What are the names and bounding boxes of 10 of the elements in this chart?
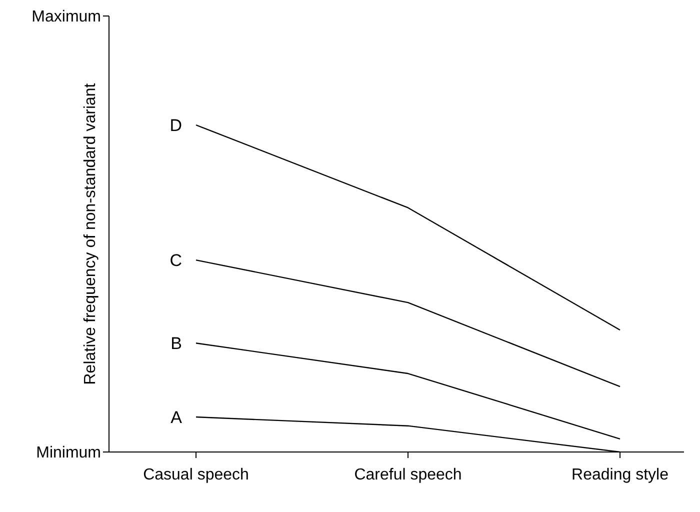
y-axis-title: Relative frequency of non-standard variant [82,82,99,385]
series-label: B [170,334,182,354]
x-tick-label: Careful speech [354,466,462,484]
series-label: C [170,251,182,270]
x-tick-label: Casual speech [143,466,249,484]
x-tick-label: Reading style [572,466,669,484]
text: Minimum [36,444,101,462]
series-label: A [170,408,183,428]
series-label: D [170,116,182,135]
text: Maximum [32,8,101,26]
